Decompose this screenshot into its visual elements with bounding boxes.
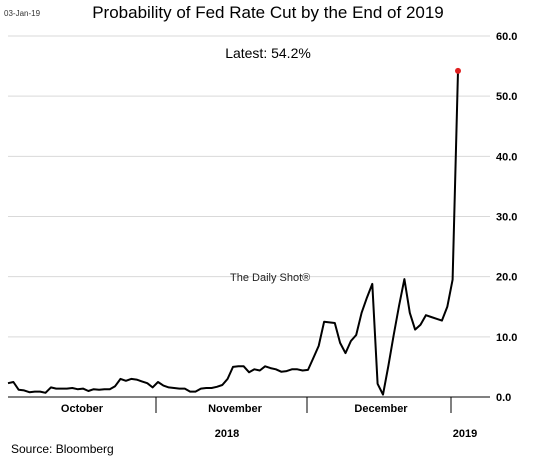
y-tick-label: 0.0 [496,392,511,404]
x-year-label-2019: 2019 [453,428,477,440]
y-tick-label: 60.0 [496,31,517,43]
x-month-label-november: November [208,403,263,415]
latest-value-label: Latest: 54.2% [225,45,311,61]
x-month-label-december: December [354,403,408,415]
y-tick-label: 20.0 [496,272,517,284]
x-month-label-october: October [61,403,104,415]
y-tick-label: 10.0 [496,332,517,344]
y-tick-label: 40.0 [496,151,517,163]
series-line [7,70,459,396]
source-note: Source: Bloomberg [11,442,114,456]
y-tick-label: 50.0 [496,91,517,103]
watermark: The Daily Shot® [230,272,311,284]
x-year-label-2018: 2018 [215,428,239,440]
chart-title: Probability of Fed Rate Cut by the End o… [92,3,444,22]
date-stamp: 03-Jan-19 [4,9,41,18]
latest-point-marker [455,67,461,74]
y-tick-label: 30.0 [496,212,517,224]
